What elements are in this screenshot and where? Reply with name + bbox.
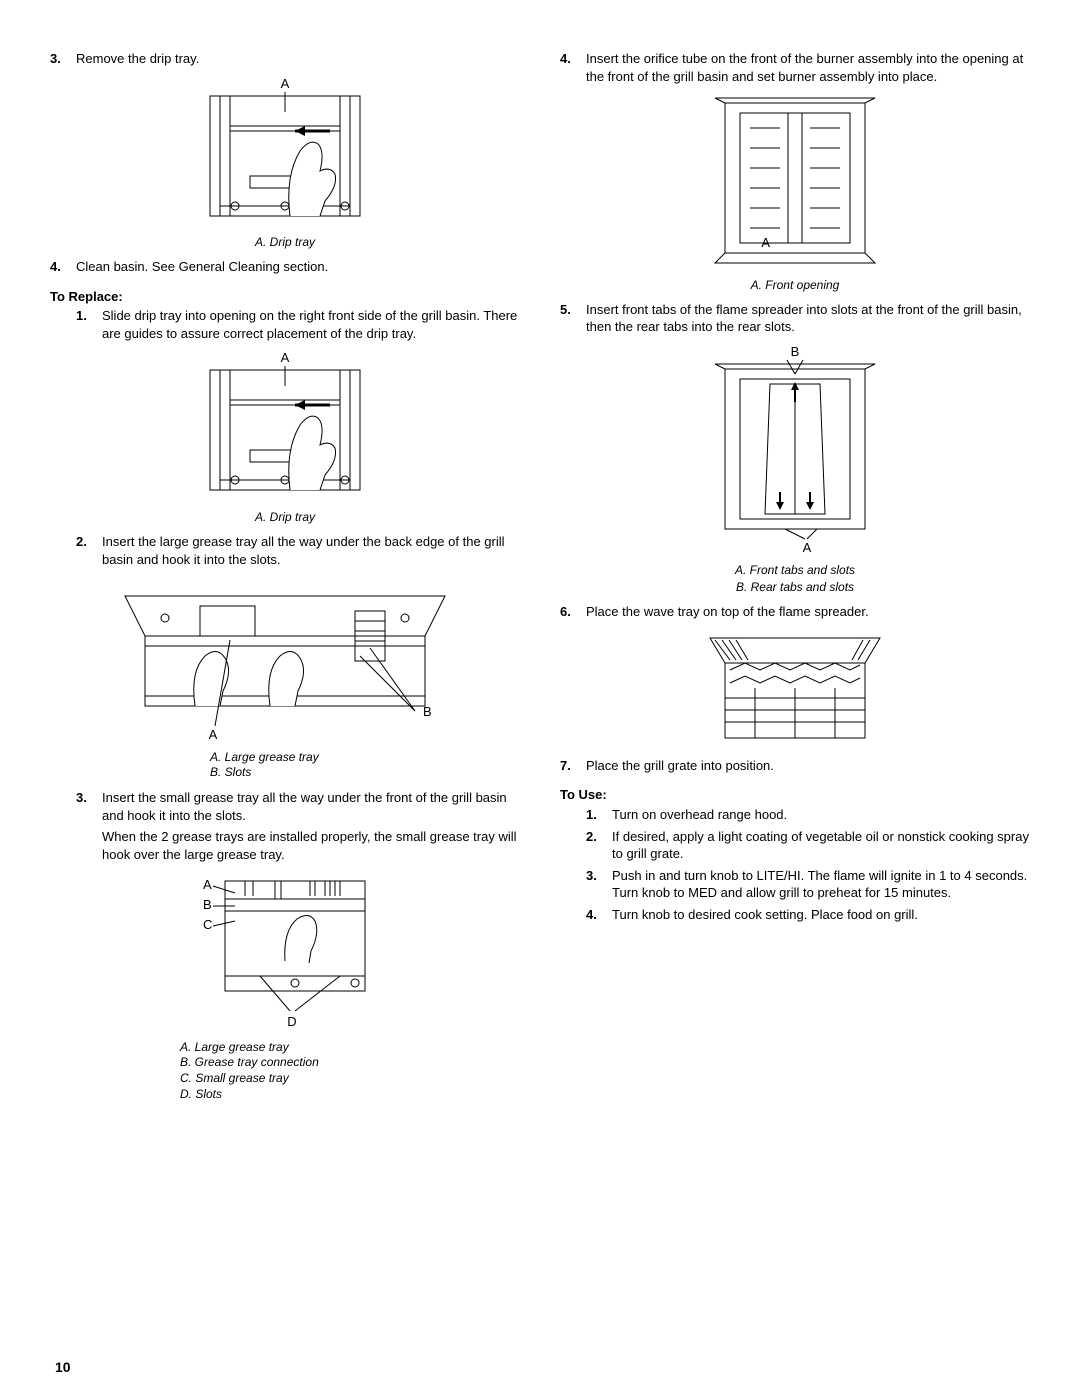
step-number: 4. — [586, 906, 612, 924]
step-number: 6. — [560, 603, 586, 621]
right-step-5: 5. Insert front tabs of the flame spread… — [560, 301, 1030, 336]
svg-text:C: C — [203, 917, 212, 932]
right-column: 4. Insert the orifice tube on the front … — [560, 50, 1030, 1110]
svg-text:D: D — [287, 1014, 296, 1029]
figure-drip-tray-2: A — [50, 350, 520, 505]
svg-text:A: A — [209, 727, 218, 741]
use-step-1: 1. Turn on overhead range hood. — [560, 806, 1030, 824]
heading-to-replace: To Replace: — [50, 288, 520, 306]
right-step-6: 6. Place the wave tray on top of the fla… — [560, 603, 1030, 621]
step-text: Push in and turn knob to LITE/HI. The fl… — [612, 867, 1030, 902]
right-step-7: 7. Place the grill grate into position. — [560, 757, 1030, 775]
svg-text:A: A — [761, 235, 770, 250]
step-number: 7. — [560, 757, 586, 775]
svg-text:A: A — [803, 540, 812, 554]
step-number: 1. — [76, 307, 102, 342]
step-number: 3. — [50, 50, 76, 68]
step-text: Insert the orifice tube on the front of … — [586, 50, 1030, 85]
heading-to-use: To Use: — [560, 786, 1030, 804]
svg-text:A: A — [281, 350, 290, 365]
figure-burner-assembly: A — [560, 93, 1030, 273]
step-text: Place the grill grate into position. — [586, 757, 1030, 775]
figure-wave-tray — [560, 628, 1030, 753]
page-number: 10 — [55, 1358, 71, 1377]
figure-small-grease-tray: A B C — [50, 871, 520, 1036]
svg-text:B: B — [423, 704, 432, 719]
figure-caption: A. Drip tray — [50, 509, 520, 525]
use-step-3: 3. Push in and turn knob to LITE/HI. The… — [560, 867, 1030, 902]
figure-caption-multi: A. Large grease tray B. Grease tray conn… — [50, 1040, 520, 1102]
svg-text:B: B — [791, 344, 800, 359]
svg-text:B: B — [203, 897, 212, 912]
step-text: Insert the small grease tray all the way… — [102, 789, 520, 824]
step-text: Place the wave tray on top of the flame … — [586, 603, 1030, 621]
step-text: Turn on overhead range hood. — [612, 806, 1030, 824]
step-number: 2. — [76, 533, 102, 568]
figure-drip-tray-1: A — [50, 76, 520, 231]
step-text: Slide drip tray into opening on the righ… — [102, 307, 520, 342]
step-number: 2. — [586, 828, 612, 863]
use-step-4: 4. Turn knob to desired cook setting. Pl… — [560, 906, 1030, 924]
step-number: 1. — [586, 806, 612, 824]
use-step-2: 2. If desired, apply a light coating of … — [560, 828, 1030, 863]
step-text: Insert front tabs of the flame spreader … — [586, 301, 1030, 336]
left-step-3: 3. Remove the drip tray. — [50, 50, 520, 68]
step-text: Insert the large grease tray all the way… — [102, 533, 520, 568]
replace-step-3: 3. Insert the small grease tray all the … — [50, 789, 520, 824]
figure-caption: A. Drip tray — [50, 234, 520, 250]
figure-large-grease-tray: A B — [50, 576, 520, 746]
replace-step-1: 1. Slide drip tray into opening on the r… — [50, 307, 520, 342]
step-number: 5. — [560, 301, 586, 336]
figure-caption: A. Front opening — [560, 277, 1030, 293]
step-text: Remove the drip tray. — [76, 50, 520, 68]
step-text: If desired, apply a light coating of veg… — [612, 828, 1030, 863]
right-step-4: 4. Insert the orifice tube on the front … — [560, 50, 1030, 85]
svg-text:A: A — [281, 76, 290, 91]
replace-step-3-para: When the 2 grease trays are installed pr… — [50, 828, 520, 863]
page-columns: 3. Remove the drip tray. A — [50, 50, 1030, 1110]
figure-flame-spreader: B — [560, 344, 1030, 559]
left-column: 3. Remove the drip tray. A — [50, 50, 520, 1110]
replace-step-2: 2. Insert the large grease tray all the … — [50, 533, 520, 568]
step-number: 4. — [50, 258, 76, 276]
left-step-4: 4. Clean basin. See General Cleaning sec… — [50, 258, 520, 276]
step-number: 4. — [560, 50, 586, 85]
step-text: Clean basin. See General Cleaning sectio… — [76, 258, 520, 276]
figure-caption-multi: A. Front tabs and slots B. Rear tabs and… — [560, 562, 1030, 594]
figure-caption-multi: A. Large grease tray B. Slots — [50, 750, 520, 781]
step-number: 3. — [76, 789, 102, 824]
step-text: Turn knob to desired cook setting. Place… — [612, 906, 1030, 924]
svg-text:A: A — [203, 877, 212, 892]
step-number: 3. — [586, 867, 612, 902]
